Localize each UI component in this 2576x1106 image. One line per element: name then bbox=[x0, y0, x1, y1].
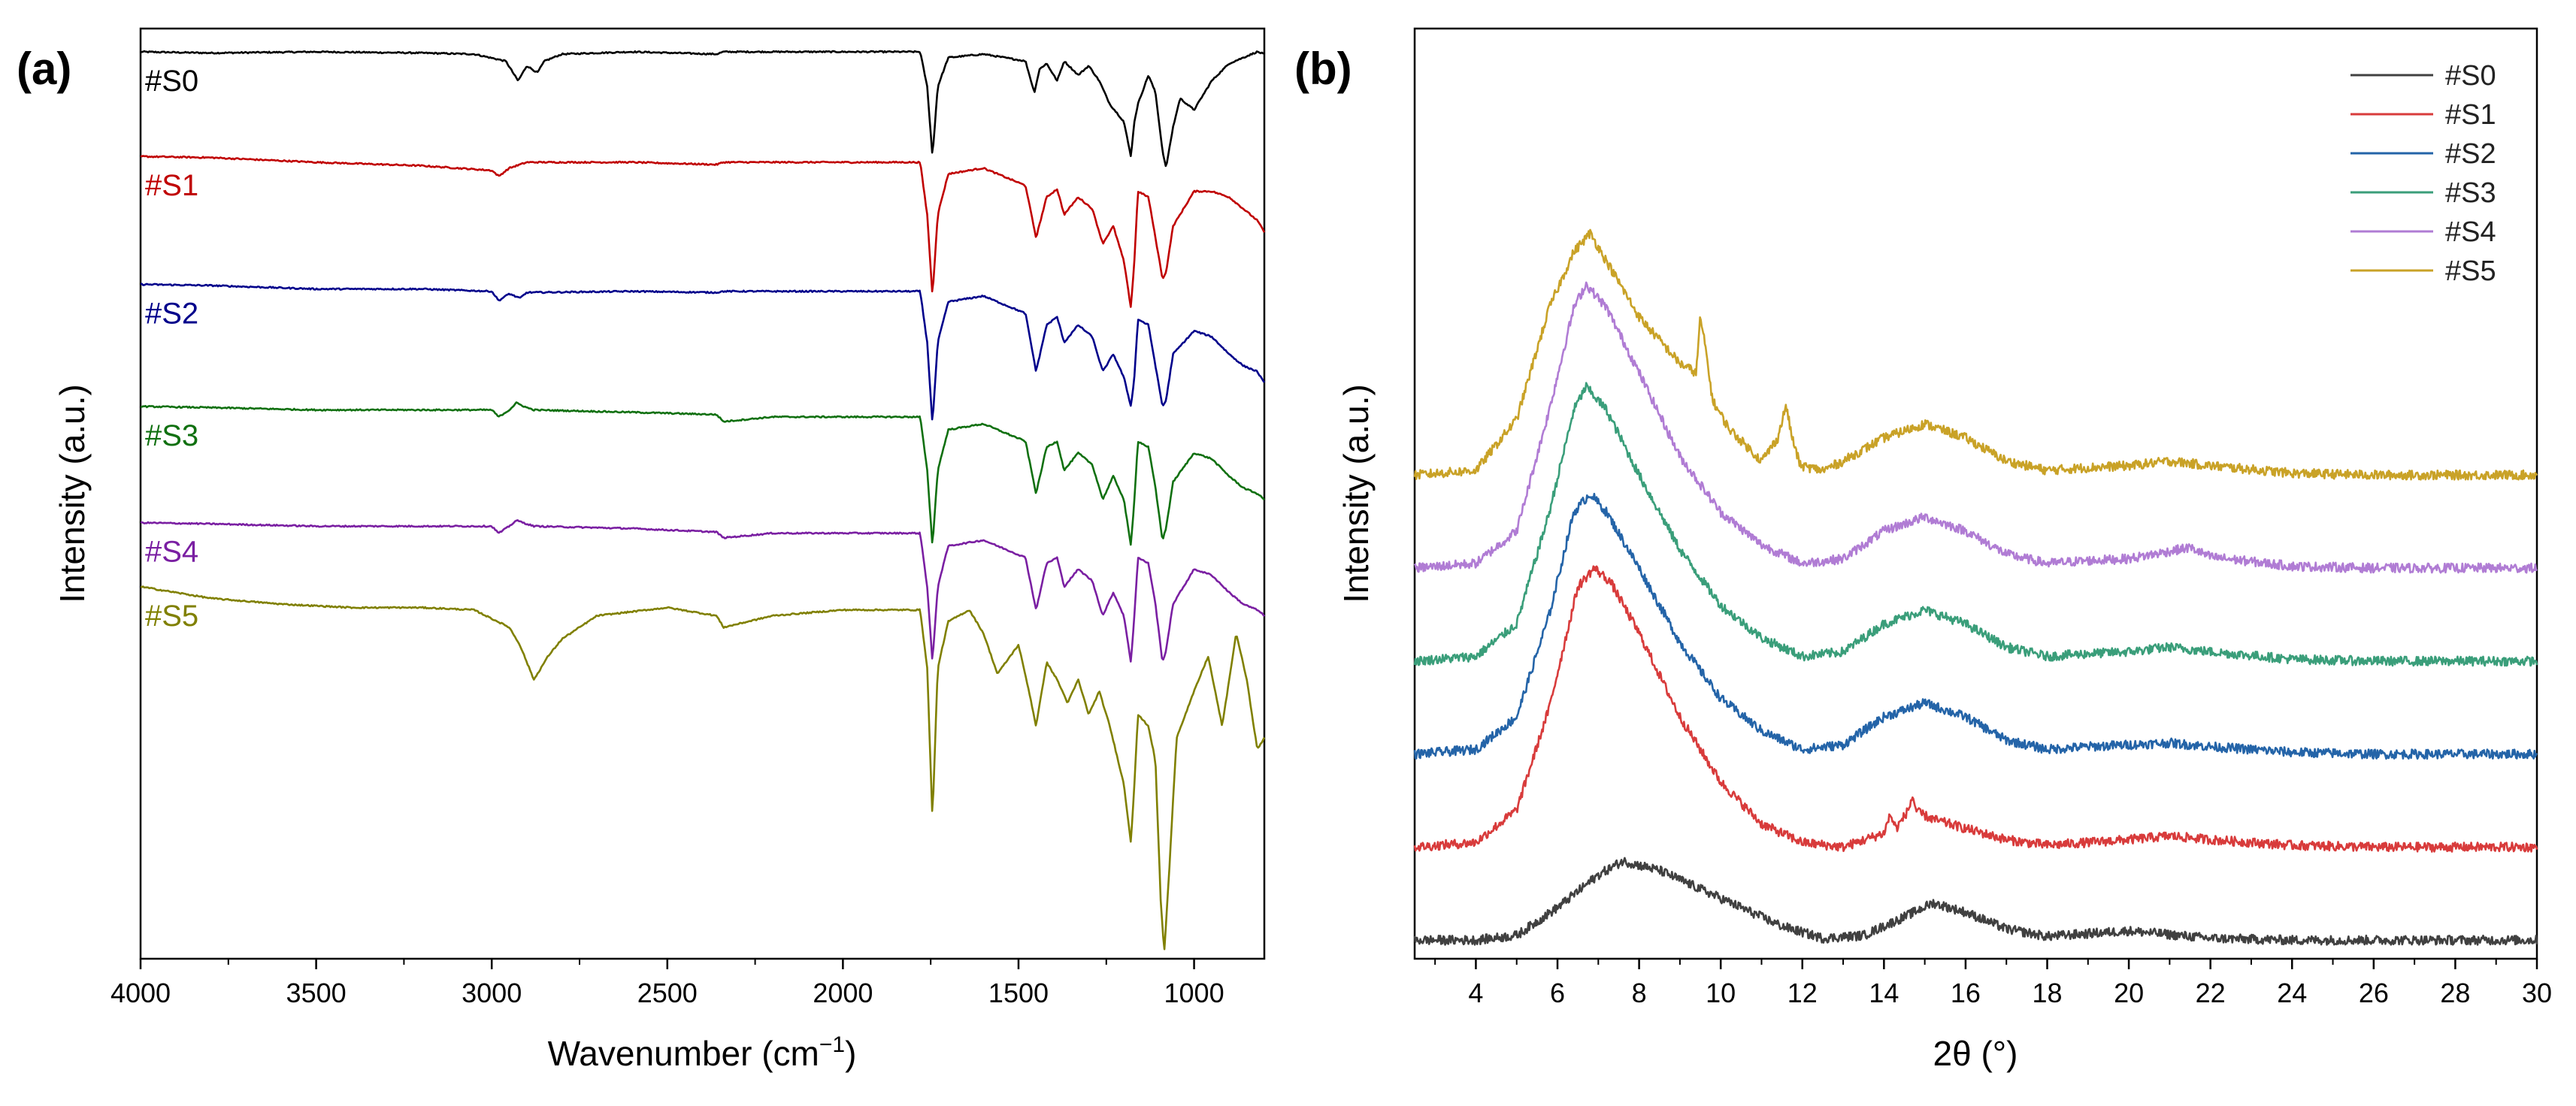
series-line-s2 bbox=[140, 283, 1266, 421]
panel-a-xlabel-end: ) bbox=[845, 1034, 856, 1073]
panel-a-y-axis-title: Intensity (a.u.) bbox=[53, 384, 92, 603]
x-tick-label: 2000 bbox=[813, 978, 873, 1008]
panel-a-xlabel-main: Wavenumber (cm bbox=[548, 1034, 819, 1073]
x-tick-label: 4 bbox=[1468, 978, 1483, 1008]
series-line-s3 bbox=[1413, 382, 2538, 667]
panel-a-plot-frame bbox=[139, 27, 1266, 960]
series-label-s1: #S1 bbox=[145, 169, 198, 202]
x-tick-label: 4000 bbox=[110, 978, 171, 1008]
series-label-s2: #S2 bbox=[145, 297, 198, 330]
panel-a-x-axis-title: Wavenumber (cm−1) bbox=[548, 1032, 857, 1073]
x-tick-label: 18 bbox=[2032, 978, 2062, 1008]
x-tick-label: 3500 bbox=[286, 978, 347, 1008]
panel-b-label: (b) bbox=[1294, 44, 1352, 94]
panel-b-xrd-chart: (b) 4 6 8 10 12 14 16 18 20 22 24 26 28 30 #S0#S1#S2#… bbox=[1294, 27, 2552, 1073]
series-line-s4 bbox=[140, 519, 1266, 663]
panel-b-x-axis-title: 2θ (°) bbox=[1933, 1034, 2018, 1073]
x-tick-label: 12 bbox=[1787, 978, 1818, 1008]
x-tick-label: 28 bbox=[2440, 978, 2470, 1008]
x-tick-label: 1500 bbox=[988, 978, 1049, 1008]
x-tick-label: 2500 bbox=[637, 978, 698, 1008]
series-line-s1 bbox=[140, 155, 1266, 308]
panel-a-ftir-chart: (a) #S0 #S1 #S2 #S3 #S4 #S5 4000 3500 3000 2500 2… bbox=[17, 27, 1266, 1073]
series-line-s2 bbox=[1413, 492, 2538, 760]
x-tick-label: 16 bbox=[1951, 978, 1981, 1008]
panel-a-series-labels: #S0 #S1 #S2 #S3 #S4 #S5 bbox=[145, 65, 198, 633]
x-tick-label: 8 bbox=[1632, 978, 1647, 1008]
x-tick-label: 20 bbox=[2114, 978, 2144, 1008]
panel-a-label: (a) bbox=[17, 44, 71, 94]
series-label-s5: #S5 bbox=[145, 600, 198, 633]
series-line-s5 bbox=[140, 585, 1266, 950]
x-tick-label: 6 bbox=[1550, 978, 1565, 1008]
legend-label-s1: #S1 bbox=[2445, 99, 2496, 131]
panel-b-plot-frame bbox=[1413, 27, 2538, 960]
x-tick-label: 24 bbox=[2277, 978, 2307, 1008]
panel-b-y-axis-title: Intensity (a.u.) bbox=[1336, 384, 1376, 603]
series-line-s5 bbox=[1413, 228, 2538, 481]
series-line-s0 bbox=[1413, 857, 2538, 946]
series-label-s4: #S4 bbox=[145, 536, 198, 569]
legend-label-s2: #S2 bbox=[2445, 138, 2496, 170]
series-line-s4 bbox=[1413, 281, 2538, 574]
series-line-s0 bbox=[140, 50, 1265, 168]
series-line-s3 bbox=[140, 401, 1265, 546]
x-tick-label: 10 bbox=[1706, 978, 1736, 1008]
panel-b-series-group bbox=[1413, 228, 2538, 946]
x-tick-label: 14 bbox=[1869, 978, 1899, 1008]
series-label-s3: #S3 bbox=[145, 419, 198, 452]
legend-label-s5: #S5 bbox=[2445, 255, 2496, 287]
panel-a-x-ticks: 4000 3500 3000 2500 2000 1500 1000 bbox=[110, 959, 1224, 1008]
legend-label-s3: #S3 bbox=[2445, 177, 2496, 209]
series-label-s0: #S0 bbox=[145, 65, 198, 98]
x-tick-label: 26 bbox=[2359, 978, 2389, 1008]
panel-b-legend: #S0 #S1 #S2 #S3 #S4 #S5 bbox=[2350, 60, 2496, 287]
legend-label-s0: #S0 bbox=[2445, 60, 2496, 92]
legend-label-s4: #S4 bbox=[2445, 216, 2496, 248]
x-tick-label: 3000 bbox=[462, 978, 522, 1008]
x-tick-label: 1000 bbox=[1164, 978, 1224, 1008]
x-tick-label: 22 bbox=[2196, 978, 2226, 1008]
series-line-s1 bbox=[1413, 565, 2538, 853]
panel-a-xlabel-sup: −1 bbox=[819, 1032, 845, 1057]
x-tick-label: 30 bbox=[2522, 978, 2552, 1008]
panel-a-series-group bbox=[140, 50, 1266, 950]
panel-b-x-ticks: 4 6 8 10 12 14 16 18 20 22 24 26 28 30 bbox=[1434, 959, 2552, 1008]
